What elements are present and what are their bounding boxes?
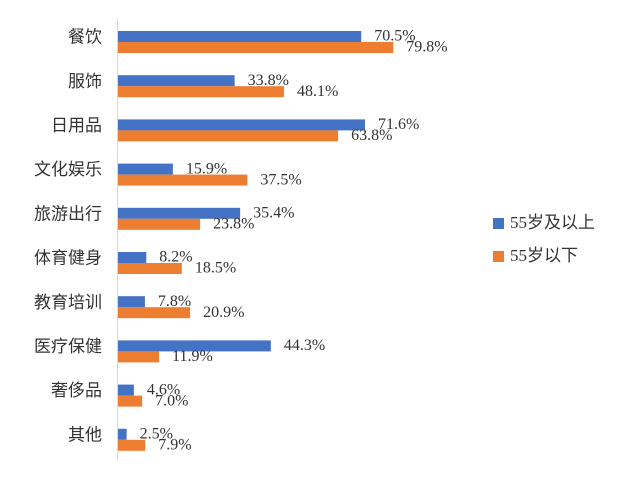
bar-under-55 (118, 307, 191, 319)
legend-swatch (493, 251, 504, 262)
bar-under-55 (118, 263, 182, 274)
bar-55-and-above (118, 340, 271, 352)
legend-label: 55岁及以上 (510, 213, 595, 232)
category-label: 服饰 (68, 72, 102, 92)
bar-55-and-above (118, 119, 366, 131)
data-label: 11.9% (172, 348, 213, 365)
data-label: 33.8% (248, 72, 289, 89)
data-label: 7.8% (158, 293, 191, 310)
bar-under-55 (118, 86, 284, 98)
bars (118, 31, 394, 451)
bar-55-and-above (118, 207, 241, 219)
bar-under-55 (118, 395, 143, 407)
data-label: 37.5% (260, 171, 301, 188)
category-label: 奢侈品 (51, 381, 102, 401)
data-label: 18.5% (195, 260, 236, 277)
data-label: 2.5% (140, 425, 173, 442)
data-label: 7.9% (158, 436, 191, 453)
data-label: 44.3% (284, 337, 325, 354)
category-label: 教育培训 (34, 293, 102, 313)
data-label: 63.8% (351, 127, 392, 144)
bar-55-and-above (118, 75, 235, 87)
bar-55-and-above (118, 428, 127, 440)
data-label: 35.4% (253, 204, 294, 221)
category-label: 餐饮 (68, 28, 102, 48)
bar-under-55 (118, 351, 160, 363)
category-label: 其他 (68, 425, 102, 445)
category-label: 日用品 (51, 116, 102, 136)
bar-under-55 (118, 439, 146, 451)
data-labels: 70.5%79.8% 33.8% 48.1% 71.6%63.8% 15.9% 37.5%… (140, 28, 448, 454)
category-label: 医疗保健 (34, 337, 102, 357)
legend: 55岁及以上 55岁以下 (493, 213, 595, 265)
bar-55-and-above (118, 31, 362, 42)
data-label: 4.6% (147, 381, 180, 398)
category-label: 体育健身 (34, 249, 102, 269)
bar-under-55 (118, 42, 394, 53)
data-label: 15.9% (186, 160, 227, 177)
category-label: 文化娱乐 (34, 160, 102, 180)
bar-55-and-above (118, 163, 173, 175)
bar-under-55 (118, 218, 201, 230)
bar-55-and-above (118, 384, 134, 396)
data-label: 23.8% (213, 215, 254, 232)
data-label: 71.6% (378, 116, 419, 133)
category-label: 旅游出行 (34, 204, 102, 224)
bar-55-and-above (118, 296, 145, 308)
bar-under-55 (118, 130, 339, 142)
data-label: 48.1% (297, 83, 338, 100)
data-label: 79.8% (406, 39, 447, 56)
bar-55-and-above (118, 252, 147, 263)
data-label: 70.5% (374, 28, 415, 45)
bar-under-55 (118, 174, 248, 186)
legend-label: 55岁以下 (510, 246, 578, 265)
data-label: 8.2% (159, 249, 192, 266)
data-label: 20.9% (203, 304, 244, 321)
legend-swatch (493, 218, 504, 229)
data-label: 7.0% (155, 392, 188, 409)
